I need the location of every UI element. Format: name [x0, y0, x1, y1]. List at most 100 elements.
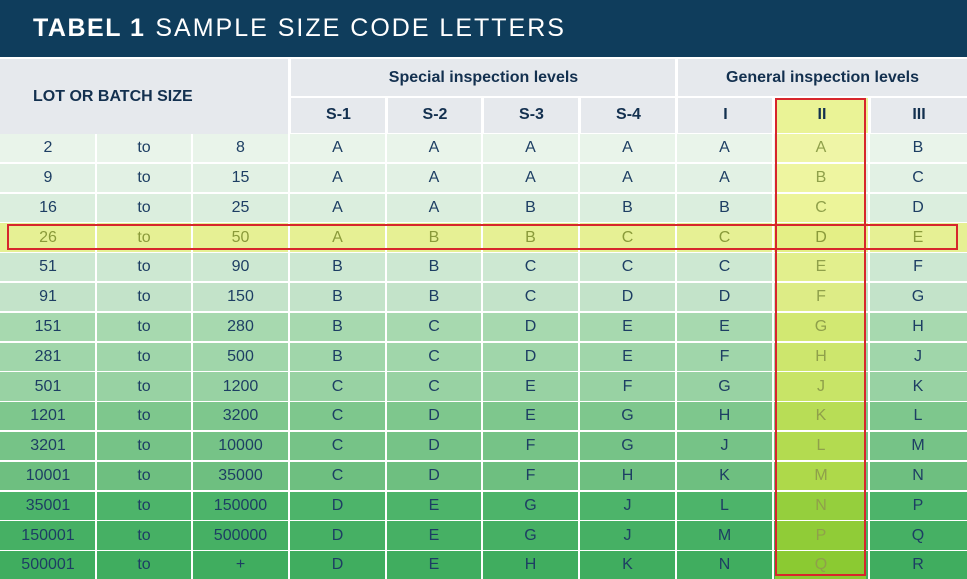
special-levels-header: Special inspection levels	[291, 59, 676, 96]
cell-s3: D	[524, 347, 537, 365]
cell-lot-to: to	[137, 139, 151, 157]
cell-s3: C	[524, 288, 537, 306]
cell-general-i: A	[719, 168, 730, 186]
cell-s4: G	[621, 407, 634, 425]
level-header-s-4: S-4	[581, 97, 676, 133]
cell-lot-from: 500001	[21, 556, 75, 574]
general-levels-header: General inspection levels	[678, 59, 967, 96]
level-ii-cell-bg	[775, 432, 866, 461]
cell-lot-to: to	[137, 526, 151, 544]
cell-s2: C	[428, 317, 440, 335]
cell-s3: B	[525, 228, 536, 246]
cell-general-i: C	[718, 258, 731, 276]
cell-lot-to: to	[137, 437, 151, 455]
cell-general-ii: N	[815, 496, 827, 514]
cell-general-i: L	[720, 496, 729, 514]
cell-s3: F	[525, 466, 536, 484]
cell-s4: A	[622, 139, 633, 157]
cell-s3: E	[525, 407, 536, 425]
cell-lot-until: 150000	[213, 496, 268, 514]
cell-general-i: M	[717, 526, 732, 544]
cell-general-i: C	[718, 228, 731, 246]
cell-lot-until: 280	[227, 317, 254, 335]
cell-general-i: G	[718, 377, 731, 395]
cell-general-ii: Q	[814, 556, 828, 574]
column-divider	[95, 134, 97, 579]
cell-s3: E	[525, 377, 536, 395]
level-header-ii: II	[775, 97, 869, 133]
cell-s3: G	[524, 496, 537, 514]
cell-general-i: F	[719, 347, 730, 365]
level-ii-cell-bg	[775, 283, 866, 312]
cell-lot-until: 50	[231, 228, 250, 246]
column-divider	[385, 96, 387, 579]
cell-lot-from: 51	[39, 258, 57, 276]
cell-s1: C	[331, 407, 344, 425]
cell-lot-from: 9	[43, 168, 53, 186]
cell-s2: B	[428, 228, 440, 246]
cell-general-iii: J	[914, 347, 922, 365]
column-divider	[288, 59, 290, 579]
level-ii-cell-bg	[775, 342, 866, 371]
cell-general-ii: F	[816, 288, 826, 306]
cell-s1: C	[331, 437, 344, 455]
cell-s1: A	[332, 139, 343, 157]
cell-general-iii: G	[911, 288, 925, 306]
cell-general-i: J	[720, 437, 729, 455]
cell-s4: G	[621, 437, 634, 455]
cell-general-iii: F	[913, 258, 923, 276]
cell-s1: C	[331, 377, 344, 395]
cell-s4: F	[622, 377, 633, 395]
column-divider	[772, 96, 774, 579]
cell-lot-to: to	[137, 407, 151, 425]
cell-lot-until: 500	[227, 347, 254, 365]
cell-lot-to: to	[137, 466, 151, 484]
cell-s3: G	[524, 526, 537, 544]
level-ii-cell-bg	[775, 461, 866, 491]
cell-general-ii: D	[815, 228, 827, 246]
cell-lot-until: 15	[231, 168, 250, 186]
cell-general-iii: R	[912, 556, 924, 574]
level-ii-cell-bg	[775, 372, 866, 401]
cell-s4: B	[622, 198, 633, 216]
table-number: TABEL 1	[33, 14, 146, 42]
cell-lot-until: +	[235, 556, 246, 574]
cell-s3: A	[525, 168, 536, 186]
cell-s4: D	[621, 288, 634, 306]
cell-s2: C	[428, 347, 440, 365]
cell-lot-until: 25	[231, 198, 250, 216]
cell-s3: H	[524, 556, 537, 574]
level-header-iii: III	[871, 97, 967, 133]
level-header-s-2: S-2	[388, 97, 482, 133]
level-ii-cell-bg	[775, 223, 866, 252]
cell-lot-until: 150	[227, 288, 254, 306]
cell-s2: C	[428, 377, 440, 395]
cell-lot-from: 10001	[25, 466, 71, 484]
cell-lot-until: 90	[231, 258, 250, 276]
cell-lot-until: 10000	[218, 437, 263, 455]
cell-s4: E	[622, 347, 633, 365]
cell-lot-to: to	[137, 168, 151, 186]
cell-general-ii: E	[815, 258, 827, 276]
cell-lot-from: 91	[39, 288, 57, 306]
cell-s4: C	[621, 258, 634, 276]
cell-general-i: B	[719, 198, 730, 216]
cell-lot-to: to	[137, 377, 151, 395]
cell-lot-until: 8	[236, 139, 245, 157]
cell-lot-from: 2	[43, 139, 53, 157]
cell-s4: K	[622, 556, 633, 574]
cell-lot-until: 1200	[222, 377, 259, 395]
cell-general-iii: N	[912, 466, 924, 484]
cell-general-i: H	[718, 407, 731, 425]
cell-s4: J	[623, 496, 632, 514]
level-header-s-1: S-1	[291, 97, 386, 133]
cell-general-i: D	[718, 288, 731, 306]
cell-s4: E	[622, 317, 633, 335]
cell-general-i: A	[719, 139, 730, 157]
cell-lot-to: to	[137, 347, 151, 365]
header-divider	[289, 96, 967, 98]
cell-s2: D	[428, 407, 440, 425]
level-ii-cell-bg	[775, 253, 866, 282]
cell-s4: A	[622, 168, 633, 186]
cell-lot-from: 151	[34, 317, 62, 335]
